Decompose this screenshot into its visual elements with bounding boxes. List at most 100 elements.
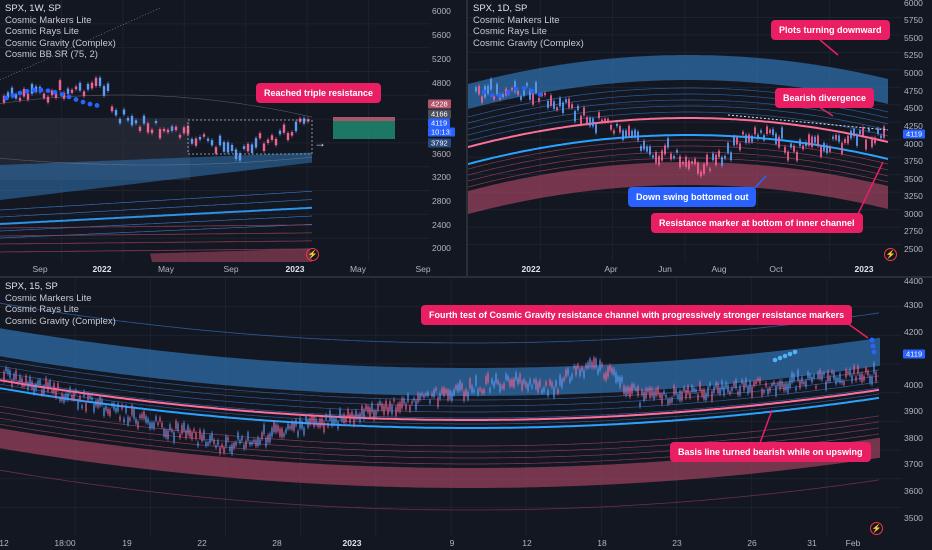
candle-body bbox=[282, 124, 286, 133]
weekly-chart-pane[interactable]: → SPX, 1W, SP Cosmic Markers Lite Cosmic… bbox=[0, 0, 466, 276]
candle-body bbox=[565, 99, 567, 103]
candle-body bbox=[649, 146, 651, 155]
candle-body bbox=[772, 129, 774, 135]
candle-body bbox=[523, 90, 525, 96]
candle-body bbox=[463, 391, 465, 401]
gravity-line bbox=[468, 111, 889, 142]
candle-body bbox=[273, 422, 275, 432]
candle-body bbox=[274, 138, 278, 146]
candle-body bbox=[659, 393, 661, 398]
candle-body bbox=[3, 371, 5, 382]
intraday-time-axis[interactable]: 12 18:00 19 22 28 2023 9 12 18 23 26 31 … bbox=[0, 536, 902, 550]
candle-body bbox=[289, 426, 291, 429]
x-tick: 28 bbox=[272, 538, 282, 548]
candle-body bbox=[531, 385, 533, 389]
candle-body bbox=[517, 378, 519, 385]
candle-body bbox=[7, 368, 9, 374]
candle-body bbox=[239, 440, 241, 444]
daily-chart-pane[interactable]: SPX, 1D, SP Cosmic Markers Lite Cosmic R… bbox=[468, 0, 932, 276]
candle-body bbox=[249, 442, 251, 445]
candle-body bbox=[443, 387, 445, 396]
candle-body bbox=[525, 382, 527, 388]
gravity-line bbox=[468, 139, 889, 170]
candle-body bbox=[592, 118, 594, 127]
candle-body bbox=[778, 136, 780, 148]
divergence-line bbox=[727, 114, 889, 131]
bolt-icon[interactable]: ⚡ bbox=[306, 248, 319, 261]
marker-dot bbox=[513, 86, 519, 92]
intraday-price-axis[interactable]: 4400 4300 4200 4000 3900 3800 3700 3600 … bbox=[902, 278, 932, 536]
candle-body bbox=[50, 90, 54, 96]
candle-body bbox=[139, 415, 141, 419]
daily-time-axis[interactable]: 2022 Apr Jun Aug Oct 2023 bbox=[468, 262, 902, 276]
candle-body bbox=[10, 87, 14, 97]
candle-body bbox=[615, 372, 617, 383]
candle-body bbox=[271, 427, 273, 437]
marker-dot bbox=[38, 87, 44, 93]
candle-body bbox=[640, 146, 642, 151]
daily-chart-canvas[interactable] bbox=[468, 0, 932, 276]
projection-box-green bbox=[333, 117, 395, 139]
y-tick: 3800 bbox=[904, 433, 923, 443]
callout-bearish-divergence: Bearish divergence bbox=[775, 88, 875, 108]
candle-body bbox=[178, 134, 182, 138]
gravity-line bbox=[468, 157, 889, 188]
candle-body bbox=[63, 395, 65, 403]
x-tick: 12 bbox=[0, 538, 9, 548]
candle-body bbox=[226, 142, 230, 153]
candle-body bbox=[293, 422, 295, 431]
marker-dot bbox=[3, 95, 9, 101]
candle-body bbox=[760, 130, 762, 133]
candle-body bbox=[845, 369, 847, 378]
candle-body bbox=[55, 390, 57, 398]
candle-body bbox=[257, 437, 259, 446]
candle-body bbox=[161, 422, 163, 428]
candle-body bbox=[799, 139, 801, 147]
pane-divider-horizontal[interactable] bbox=[0, 276, 932, 278]
candle-body bbox=[661, 393, 663, 405]
pane-divider-vertical[interactable] bbox=[466, 0, 468, 276]
candle-body bbox=[85, 403, 87, 412]
candle-body bbox=[723, 385, 725, 396]
candle-body bbox=[673, 385, 675, 395]
candle-body bbox=[797, 370, 799, 381]
bolt-icon[interactable]: ⚡ bbox=[884, 248, 897, 261]
intraday-chart-canvas[interactable] bbox=[0, 278, 932, 550]
candle-body bbox=[217, 440, 219, 445]
candle-body bbox=[303, 427, 305, 435]
x-tick: 2023 bbox=[342, 538, 362, 548]
candle-body bbox=[628, 125, 630, 136]
x-tick: May bbox=[349, 264, 367, 274]
candle-body bbox=[553, 387, 555, 398]
candle-body bbox=[689, 392, 691, 399]
marker-dot bbox=[31, 87, 37, 93]
candle-body bbox=[715, 382, 717, 388]
candle-body bbox=[526, 83, 528, 86]
candle-body bbox=[610, 124, 612, 130]
candle-body bbox=[27, 382, 29, 390]
candle-body bbox=[550, 95, 552, 106]
candle-body bbox=[661, 150, 663, 161]
y-tick: 4200 bbox=[904, 327, 923, 337]
daily-price-axis[interactable]: 6000 5750 5500 5250 5000 4750 4500 4250 … bbox=[902, 0, 932, 262]
candle-body bbox=[491, 379, 493, 384]
y-tick: 2500 bbox=[904, 244, 923, 254]
candle-body bbox=[611, 368, 613, 374]
weekly-chart-canvas[interactable]: → bbox=[0, 0, 466, 276]
candle-body bbox=[742, 131, 744, 135]
candle-body bbox=[863, 376, 865, 381]
candle-body bbox=[711, 391, 713, 401]
candle-body bbox=[279, 428, 281, 437]
weekly-time-axis[interactable]: Sep 2022 May Sep 2023 May Sep bbox=[0, 262, 430, 276]
candle-body bbox=[431, 393, 433, 397]
candle-body bbox=[183, 422, 185, 432]
candle-body bbox=[485, 376, 487, 384]
candle-body bbox=[573, 365, 575, 368]
candle-body bbox=[37, 380, 39, 385]
bolt-icon[interactable]: ⚡ bbox=[870, 522, 883, 535]
candle-body bbox=[94, 77, 98, 87]
candle-body bbox=[329, 410, 331, 421]
candle-body bbox=[373, 410, 375, 420]
intraday-chart-pane[interactable]: SPX, 15, SP Cosmic Markers Lite Cosmic R… bbox=[0, 278, 932, 550]
candle-body bbox=[331, 416, 333, 426]
